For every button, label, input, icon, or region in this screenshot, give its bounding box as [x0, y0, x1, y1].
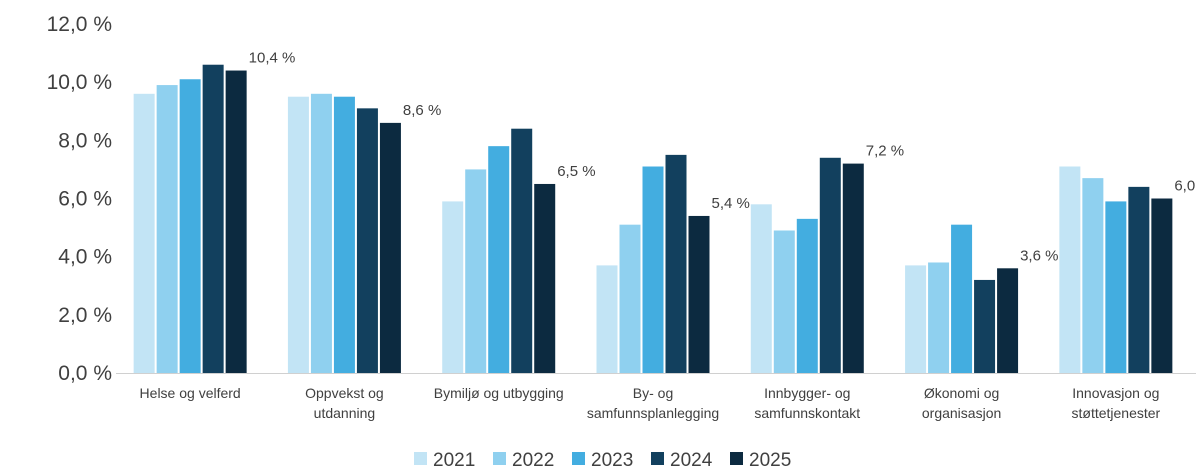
x-tick-label: Innovasjon og støttetjenester	[1072, 385, 1161, 421]
bar-2024	[511, 128, 533, 373]
bar-2025	[534, 183, 556, 373]
x-tick-label-line: By- og	[633, 385, 673, 401]
data-label: 6,5 %	[557, 163, 595, 180]
bars	[133, 64, 1173, 374]
x-tick-label-line: samfunnskontakt	[754, 405, 860, 421]
bar-2024	[356, 108, 378, 373]
y-tick-label: 6,0 %	[58, 188, 112, 211]
bar-2023	[642, 166, 664, 373]
bar-2023	[179, 79, 201, 373]
bar-2024	[1128, 186, 1150, 373]
x-tick-label-line: utdanning	[314, 405, 376, 421]
bar-2021	[1059, 166, 1081, 373]
x-tick-label-line: Innbygger- og	[764, 385, 850, 401]
bar-2021	[596, 265, 618, 373]
legend-swatch	[493, 452, 506, 465]
bar-2021	[287, 96, 309, 373]
bar-2021	[442, 201, 464, 373]
bar-2025	[997, 268, 1019, 373]
data-label: 3,6 %	[1020, 247, 1058, 264]
x-tick-label: By- og samfunnsplanlegging	[587, 385, 719, 421]
legend-swatch	[572, 452, 585, 465]
bar-2023	[488, 146, 510, 373]
bar-2025	[225, 70, 247, 374]
bar-2025	[1151, 198, 1173, 373]
x-tick-label-line: Bymiljø og utbygging	[434, 385, 564, 401]
bar-2024	[974, 279, 996, 373]
x-axis: Helse og velferd Oppvekst og utdanning Bymi…	[116, 373, 1196, 421]
legend-label: 2021	[433, 450, 475, 468]
bar-2021	[905, 265, 927, 373]
bar-2022	[773, 230, 795, 373]
x-tick-label-line: Oppvekst og	[305, 385, 384, 401]
x-tick-label: Helse og velferd	[140, 385, 241, 401]
x-tick-label: Bymiljø og utbygging	[434, 385, 564, 401]
x-tick-label-line: Økonomi og	[924, 385, 999, 401]
bar-2023	[796, 218, 818, 373]
legend-label: 2022	[512, 450, 554, 468]
bar-2022	[1082, 178, 1104, 373]
x-tick-label-line: Helse og velferd	[140, 385, 241, 401]
legend-swatch	[414, 452, 427, 465]
y-tick-label: 8,0 %	[58, 129, 112, 152]
data-label: 7,2 %	[866, 143, 904, 160]
data-label: 5,4 %	[712, 195, 750, 212]
bar-2021	[133, 93, 155, 374]
y-tick-label: 4,0 %	[58, 246, 112, 269]
bar-2022	[928, 262, 950, 373]
bar-2022	[619, 224, 641, 373]
bar-2022	[156, 85, 178, 373]
data-labels: 10,4 % 8,6 % 6,5 % 5,4 % 7,2 % 3,6 % 6,0 %	[249, 50, 1196, 265]
bar-2021	[750, 204, 772, 373]
bar-2025	[842, 163, 864, 373]
legend-swatch	[730, 452, 743, 465]
bar-2023	[333, 96, 355, 373]
bar-2022	[465, 169, 487, 373]
legend-label: 2024	[670, 450, 713, 468]
x-tick-label-line: organisasjon	[922, 405, 1001, 421]
bar-2022	[310, 93, 332, 374]
bar-2025	[379, 122, 401, 373]
bar-2023	[951, 224, 973, 373]
data-label: 8,6 %	[403, 102, 441, 119]
bar-2024	[202, 64, 224, 373]
x-tick-label-line: Innovasjon og	[1072, 385, 1159, 401]
x-tick-label: Innbygger- og samfunnskontakt	[754, 385, 860, 421]
y-tick-label: 12,0 %	[47, 13, 112, 36]
legend-swatch	[651, 452, 664, 465]
bar-2024	[819, 157, 841, 373]
y-tick-label: 0,0 %	[58, 362, 112, 385]
data-label: 10,4 %	[249, 50, 296, 67]
bar-2025	[688, 215, 710, 373]
bar-2024	[665, 154, 687, 373]
legend: 2021 2022 2023 2024 2025	[414, 450, 791, 468]
x-tick-label: Oppvekst og utdanning	[305, 385, 384, 421]
legend-label: 2023	[591, 450, 633, 468]
data-label: 6,0 %	[1174, 178, 1196, 195]
y-tick-label: 2,0 %	[58, 304, 112, 327]
bar-2023	[1105, 201, 1127, 373]
y-tick-label: 10,0 %	[47, 71, 112, 94]
x-tick-label: Økonomi og organisasjon	[922, 385, 1001, 421]
x-tick-label-line: støttetjenester	[1072, 405, 1161, 421]
legend-label: 2025	[749, 450, 791, 468]
x-tick-label-line: samfunnsplanlegging	[587, 405, 719, 421]
y-axis: 0,0 % 2,0 % 4,0 % 6,0 % 8,0 % 10,0 % 12,0 %	[47, 13, 112, 385]
